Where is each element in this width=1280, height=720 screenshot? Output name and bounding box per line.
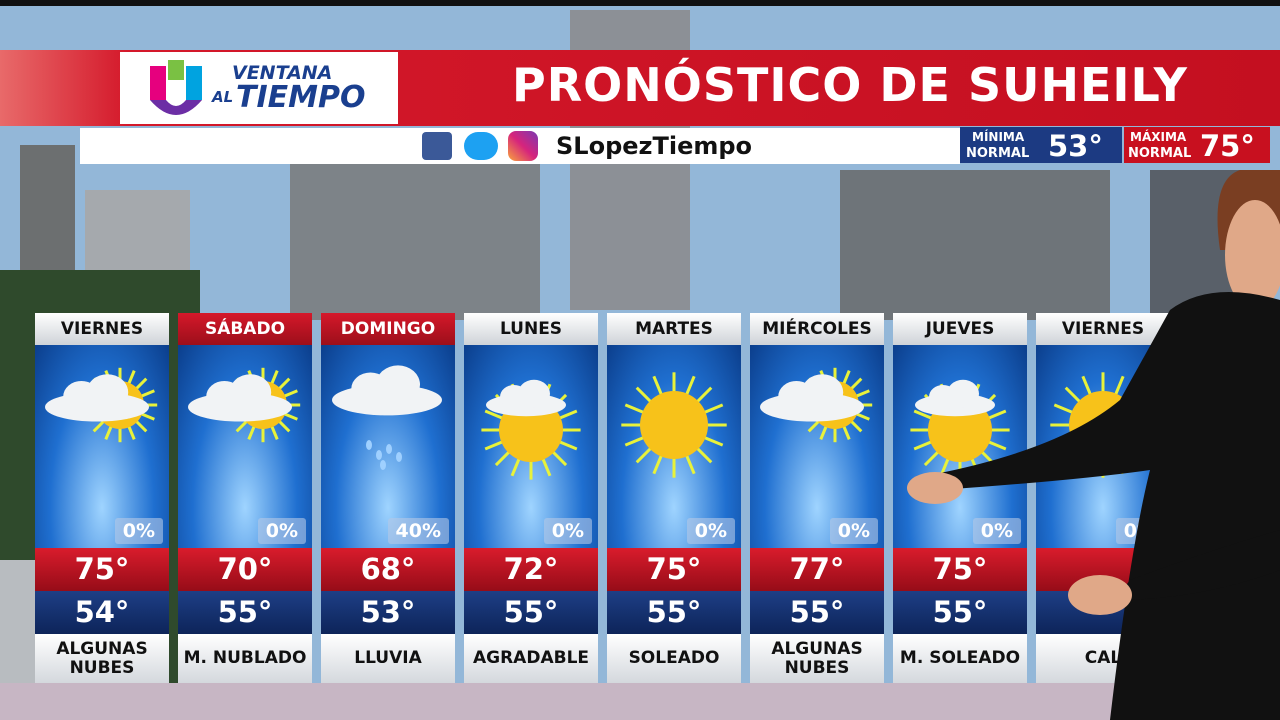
high-temp: 68° <box>321 548 455 591</box>
condition-line: NUBES <box>784 657 850 678</box>
condition: M. NUBLADO <box>178 634 312 683</box>
high-temp: 70° <box>178 548 312 591</box>
min-value: 53° <box>1048 129 1103 163</box>
low-temp: 55° <box>464 591 598 634</box>
day-column: VIERNES 0% 75° 54° ALGUNAS NUBES <box>35 313 169 683</box>
title: PRONÓSTICO DE SUHEILY <box>512 58 1188 112</box>
low-temp: 55° <box>607 591 741 634</box>
condition: ALGUNAS NUBES <box>750 634 884 683</box>
day-name: LUNES <box>464 313 598 345</box>
min-label: MÍNIMA <box>972 130 1025 144</box>
day-name: VIERNES <box>35 313 169 345</box>
condition-line: AGRADABLE <box>472 648 590 668</box>
max-normal: MÁXIMA NORMAL 75° <box>1124 127 1270 163</box>
weather-icon: 0% <box>750 345 884 548</box>
low-temp: 55° <box>893 591 1027 634</box>
max-label: MÁXIMA <box>1130 130 1187 144</box>
day-column: SÁBADO 0% 70° 55° M. NUBLADO <box>178 313 312 683</box>
low-temp: 55° <box>178 591 312 634</box>
low-temp: 54° <box>35 591 169 634</box>
min-label: NORMAL <box>966 146 1030 161</box>
logo-top: VENTANA <box>232 62 333 84</box>
weather-icon: 0% <box>464 345 598 548</box>
icon-art <box>332 365 442 470</box>
facebook-icon <box>422 132 452 160</box>
day-name: MARTES <box>607 313 741 345</box>
precip: 0% <box>543 518 592 544</box>
condition: AGRADABLE <box>464 634 598 683</box>
condition-line: ALGUNAS <box>56 638 148 659</box>
high-temp: 75° <box>893 548 1027 591</box>
weather-icon: 40% <box>321 345 455 548</box>
max-value: 75° <box>1200 129 1255 163</box>
handle: SLopezTiempo <box>556 132 753 160</box>
precip: 40% <box>387 518 449 544</box>
weather-icon: 0% <box>893 345 1027 548</box>
condition-line: M. SOLEADO <box>899 648 1021 668</box>
instagram-icon <box>508 131 538 161</box>
precip: 0% <box>972 518 1021 544</box>
precip: 0% <box>686 518 735 544</box>
condition-line: LLUVIA <box>354 648 422 668</box>
high-temp: 75° <box>35 548 169 591</box>
precip: 0% <box>114 518 163 544</box>
min-normal: MÍNIMA NORMAL 53° <box>960 127 1122 163</box>
day-column: MIÉRCOLES 0% 77° 55° ALGUNAS NUBES <box>750 313 884 683</box>
day-column: JUEVES 0% 75° 55° M. SOLEADO <box>893 313 1027 683</box>
weather-icon: 0% <box>607 345 741 548</box>
high-temp: 75° <box>607 548 741 591</box>
condition-line: CAL <box>1084 648 1122 668</box>
low-temp: 53° <box>321 591 455 634</box>
day-column: LUNES 0% 72° 55° AGRADABLE <box>464 313 598 683</box>
day-name: JUEVES <box>893 313 1027 345</box>
condition: LLUVIA <box>321 634 455 683</box>
icon-art <box>910 379 1010 480</box>
precip: 0% <box>257 518 306 544</box>
day-name: DOMINGO <box>321 313 455 345</box>
day-column: DOMINGO 40% 68° 53° LLUVIA <box>321 313 455 683</box>
icon-art <box>760 367 873 443</box>
weather-icon: 0% <box>35 345 169 548</box>
icon-art <box>621 372 727 478</box>
condition: ALGUNAS NUBES <box>35 634 169 683</box>
high-temp: 72° <box>464 548 598 591</box>
presenter <box>907 170 1280 720</box>
condition: SOLEADO <box>607 634 741 683</box>
icon-art <box>45 367 158 443</box>
max-label: NORMAL <box>1128 146 1192 161</box>
day-name: MIÉRCOLES <box>750 313 884 345</box>
logo-bottom: TIEMPO <box>236 80 366 115</box>
icon-art <box>481 379 581 480</box>
day-name: VIERNES <box>1036 313 1170 345</box>
logo-al: AL <box>212 88 234 106</box>
logo-mark <box>150 60 202 115</box>
condition-line: M. NUBLADO <box>183 648 307 668</box>
condition-line: NUBES <box>69 657 135 678</box>
high-temp: 77° <box>750 548 884 591</box>
condition-line: ALGUNAS <box>771 638 863 659</box>
icon-art <box>188 367 301 443</box>
day-column: MARTES 0% 75° 55° SOLEADO <box>607 313 741 683</box>
condition: M. SOLEADO <box>893 634 1027 683</box>
low-temp: 55° <box>750 591 884 634</box>
twitter-icon <box>464 132 498 160</box>
condition-line: SOLEADO <box>628 648 720 668</box>
logo-box: VENTANA AL TIEMPO <box>120 52 398 124</box>
day-name: SÁBADO <box>178 313 312 345</box>
weather-icon: 0% <box>178 345 312 548</box>
precip: 0% <box>829 518 878 544</box>
